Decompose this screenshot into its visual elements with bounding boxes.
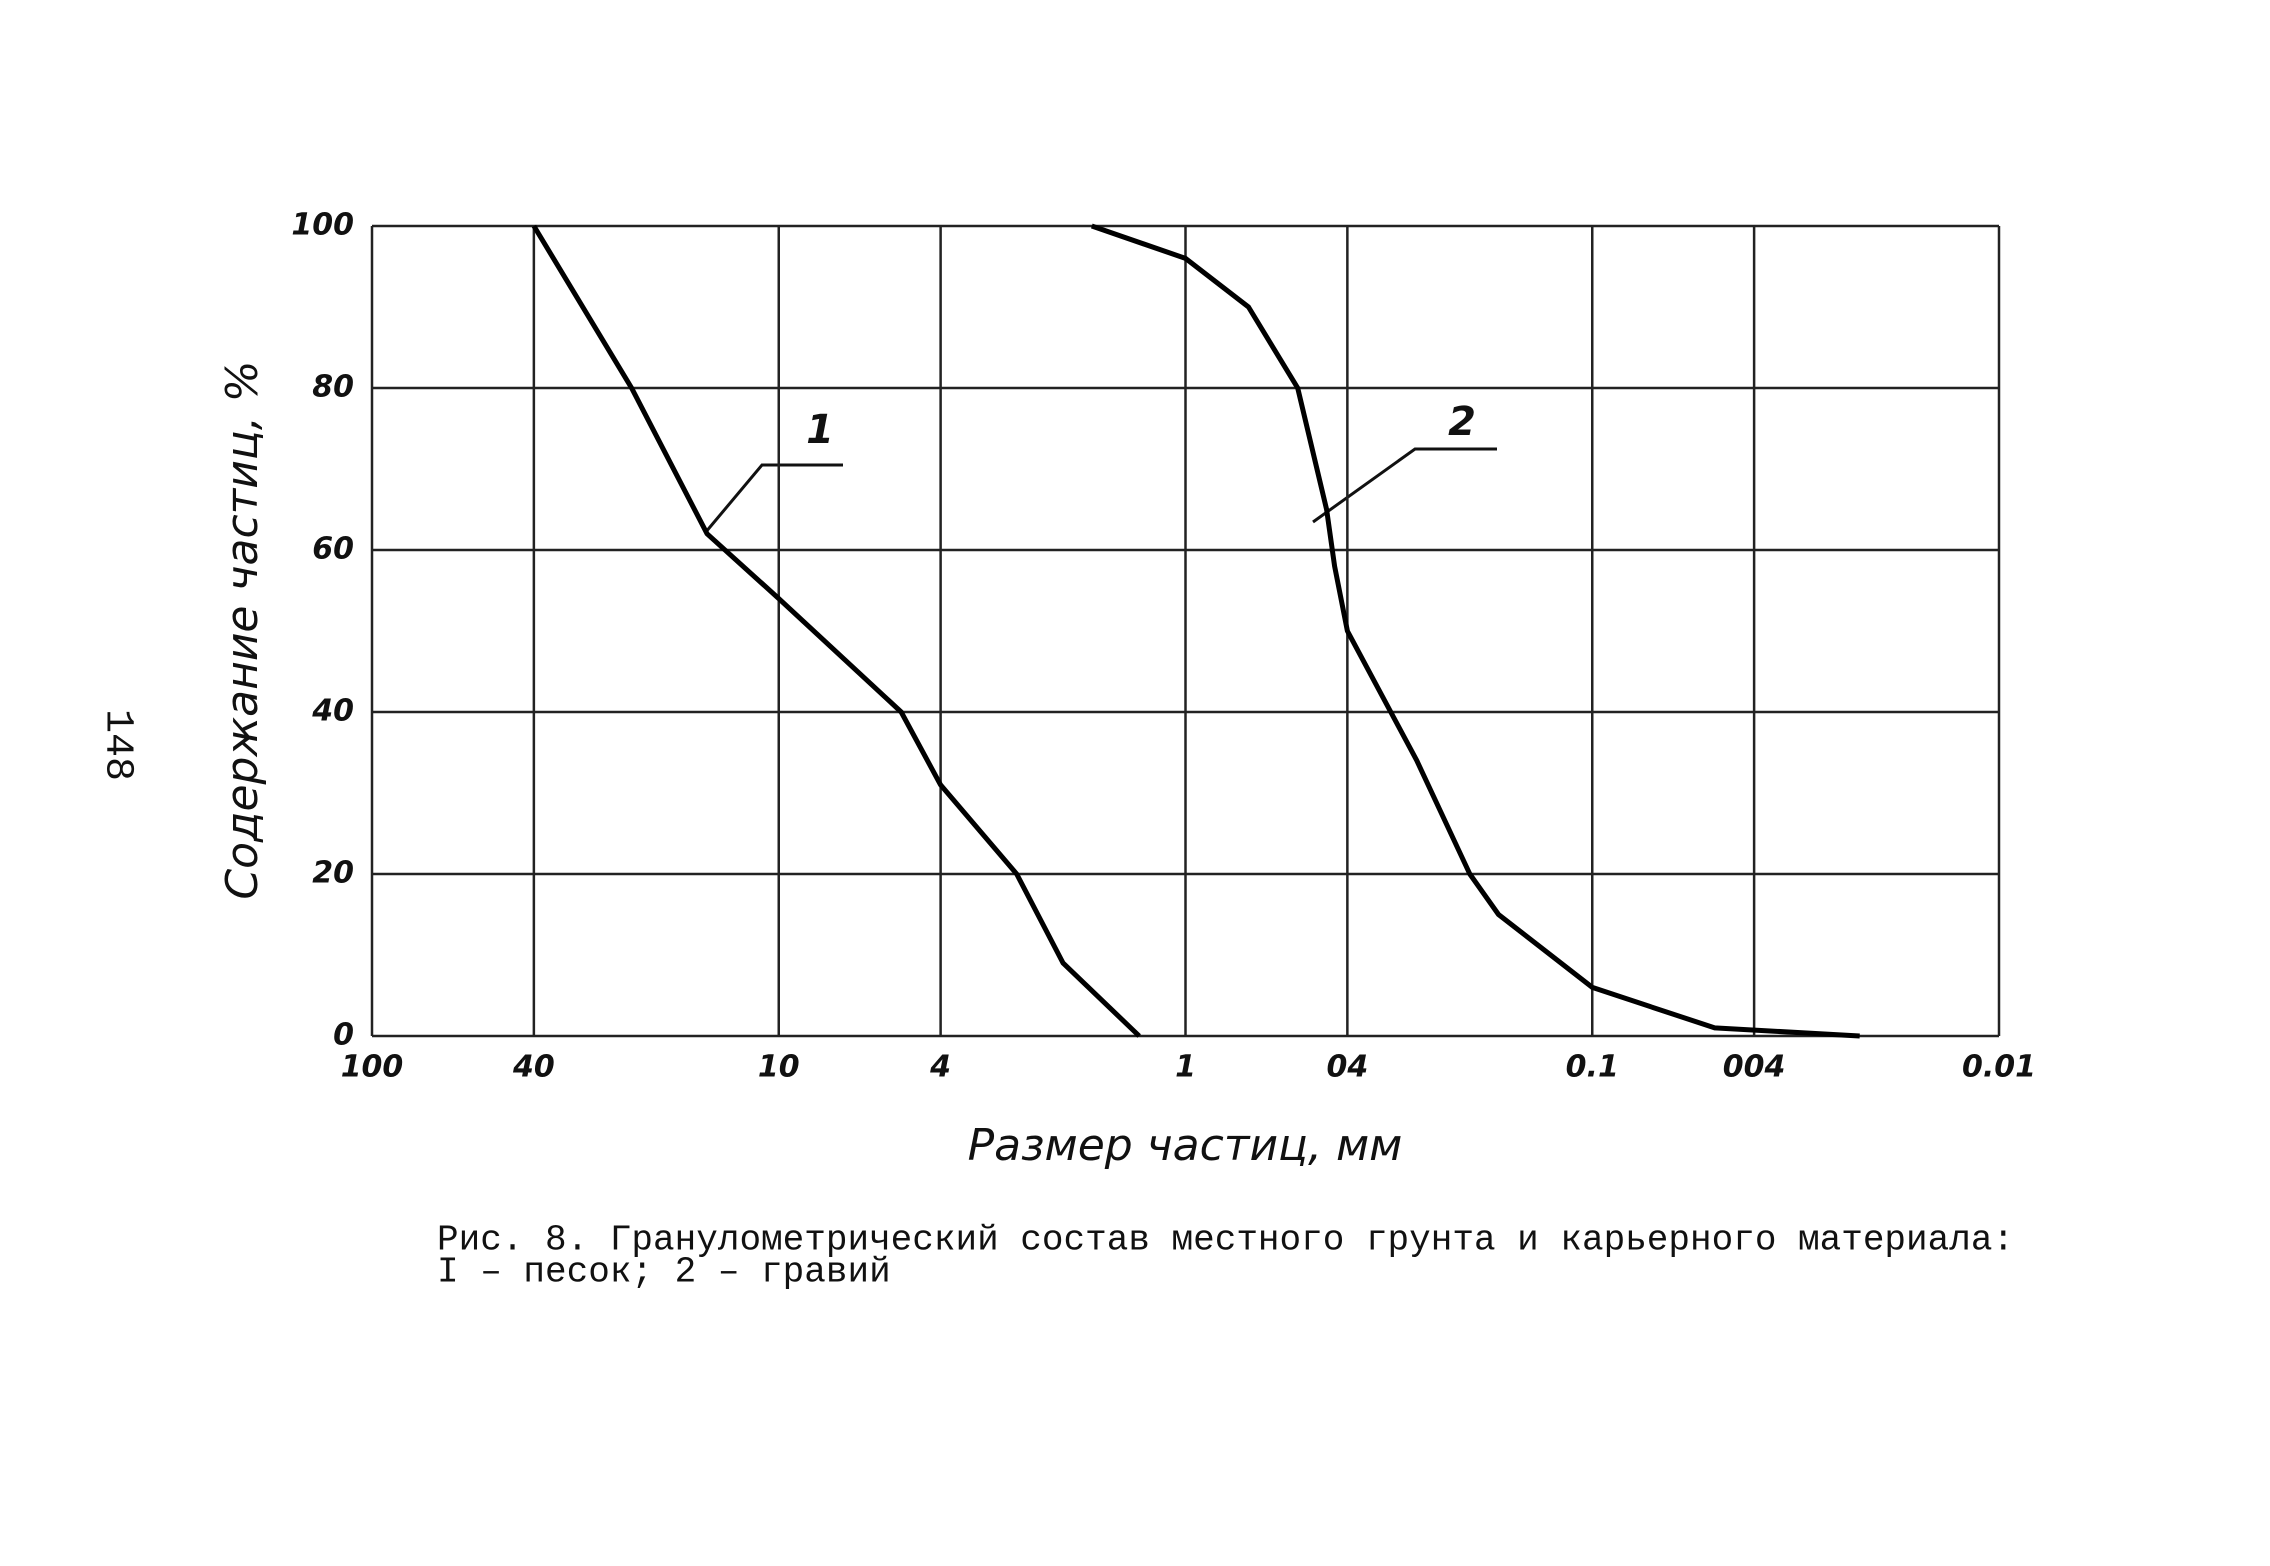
x-tick-label: 004 xyxy=(1723,1050,1786,1085)
curve-label: 1 xyxy=(806,407,834,453)
x-tick-label: 40 xyxy=(512,1050,555,1085)
leader-line xyxy=(703,463,843,534)
x-tick-label: 04 xyxy=(1326,1050,1368,1085)
x-tick-label: 0.1 xyxy=(1566,1050,1619,1085)
y-tick-label: 40 xyxy=(311,694,354,729)
x-tick-label: 0.01 xyxy=(1962,1050,2036,1085)
y-tick-label: 20 xyxy=(312,856,354,891)
x-tick-label: 1 xyxy=(1175,1050,1196,1085)
data-line xyxy=(1090,223,1860,1039)
data-line xyxy=(531,224,1141,1038)
x-tick-label: 10 xyxy=(758,1050,800,1085)
caption-line: Рис. 8. Гранулометрический состав местно… xyxy=(437,1220,2014,1261)
y-tick-label: 0 xyxy=(333,1018,354,1053)
caption-line: I – песок; 2 – гравий xyxy=(437,1252,891,1293)
y-tick-label: 100 xyxy=(291,208,354,243)
y-tick-label: 80 xyxy=(312,370,354,405)
y-axis-label: Содержание частиц, % xyxy=(217,360,268,899)
x-tick-label: 100 xyxy=(341,1050,404,1085)
x-tick-label: 4 xyxy=(929,1050,951,1085)
curve-label: 2 xyxy=(1448,399,1476,445)
page-number: 148 xyxy=(94,709,139,781)
x-axis-label: Размер частиц, мм xyxy=(968,1120,1403,1171)
y-tick-label: 60 xyxy=(312,532,354,567)
